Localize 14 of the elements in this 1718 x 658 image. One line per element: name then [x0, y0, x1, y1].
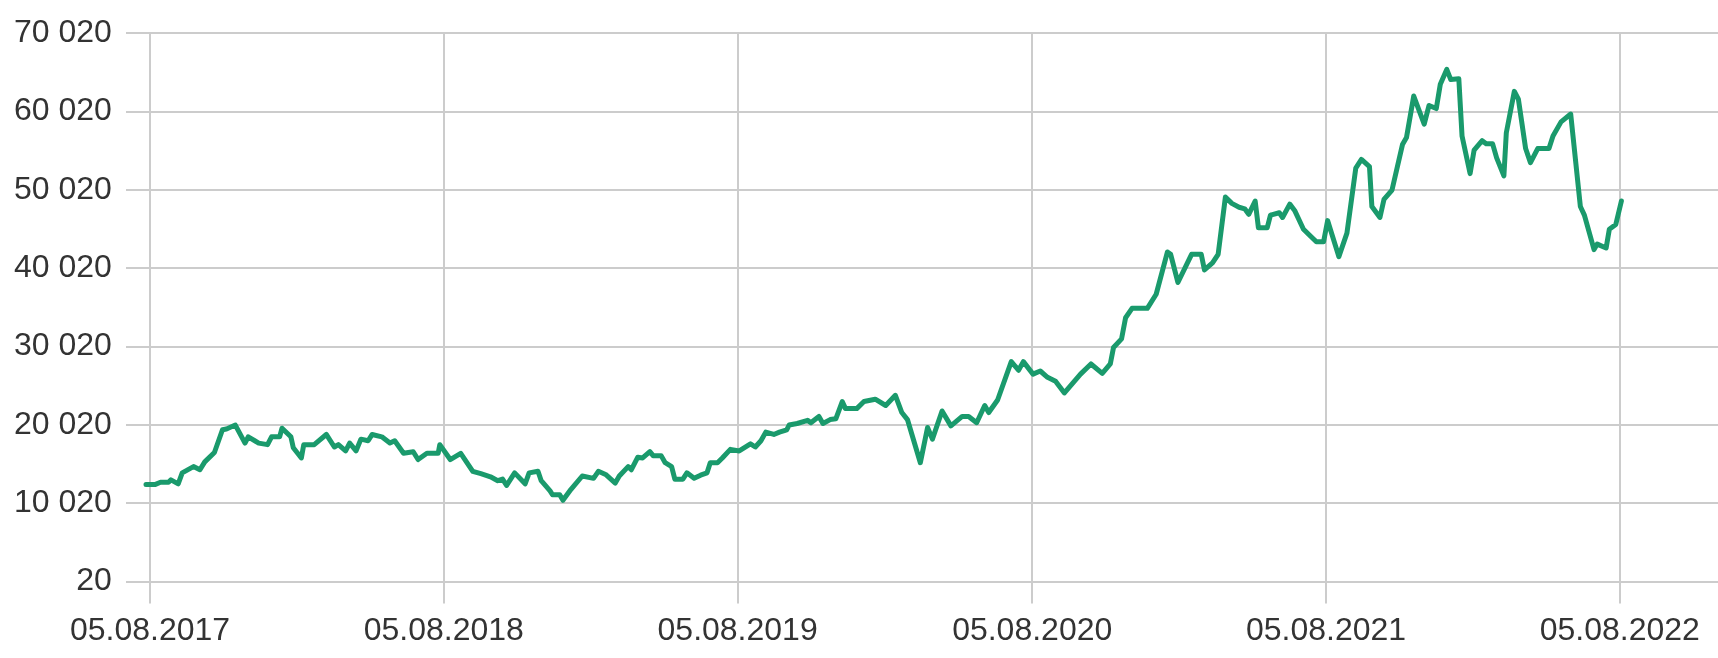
y-tick-label: 70 020: [14, 13, 112, 50]
x-tick-label: 05.08.2022: [1539, 610, 1700, 647]
x-tick-label: 05.08.2018: [363, 610, 524, 647]
y-tick-label: 20: [76, 561, 112, 598]
x-tick-label: 05.08.2020: [952, 610, 1113, 647]
y-tick-label: 10 020: [14, 483, 112, 520]
y-tick-label: 50 020: [14, 169, 112, 206]
y-tick-label: 30 020: [14, 326, 112, 363]
x-tick-label: 05.08.2017: [69, 610, 231, 647]
y-tick-label: 20 020: [14, 404, 112, 441]
x-tick-label: 05.08.2021: [1245, 610, 1407, 647]
x-tick-label: 05.08.2019: [657, 610, 818, 647]
y-tick-label: 40 020: [14, 248, 112, 285]
y-tick-label: 60 020: [14, 91, 112, 128]
